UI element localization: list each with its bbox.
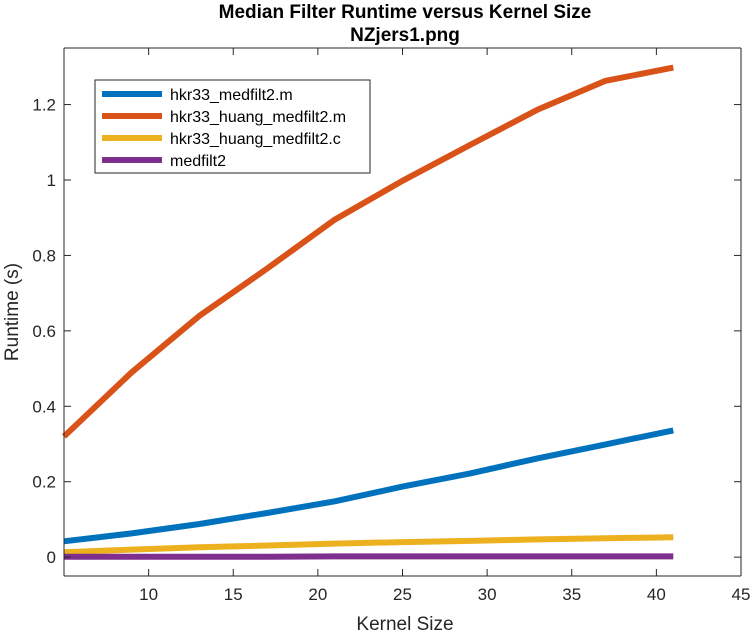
x-tick-label: 10: [139, 585, 158, 604]
y-tick-label: 1.2: [32, 96, 56, 115]
x-tick-label: 40: [647, 585, 666, 604]
legend: hkr33_medfilt2.m hkr33_huang_medfilt2.mhk…: [95, 80, 370, 173]
x-tick-label: 45: [732, 585, 751, 604]
y-tick-label: 1: [47, 171, 56, 190]
y-tick-label: 0: [47, 548, 56, 567]
x-axis-label: Kernel Size: [356, 614, 453, 634]
x-tick-label: 20: [308, 585, 327, 604]
y-tick-label: 0.8: [32, 246, 56, 265]
y-tick-label: 0.6: [32, 322, 56, 341]
x-tick-label: 25: [393, 585, 412, 604]
y-tick-label: 0.4: [32, 397, 56, 416]
legend-label-hkr33-huang-medfilt2-m: hkr33_huang_medfilt2.m: [170, 109, 346, 126]
legend-label-hkr33-medfilt2-m: hkr33_medfilt2.m: [170, 87, 293, 104]
x-tick-label: 15: [224, 585, 243, 604]
legend-label-hkr33-huang-medfilt2-c: hkr33_huang_medfilt2.c: [170, 131, 341, 148]
y-tick-label: 0.2: [32, 473, 56, 492]
y-axis-label: Runtime (s): [2, 263, 23, 361]
x-tick-label: 35: [562, 585, 581, 604]
chart-title: Median Filter Runtime versus Kernel Size: [219, 2, 592, 23]
chart-subtitle: NZjers1.png: [350, 25, 460, 46]
x-tick-label: 30: [478, 585, 497, 604]
legend-label-medfilt2: medfilt2: [170, 153, 226, 170]
